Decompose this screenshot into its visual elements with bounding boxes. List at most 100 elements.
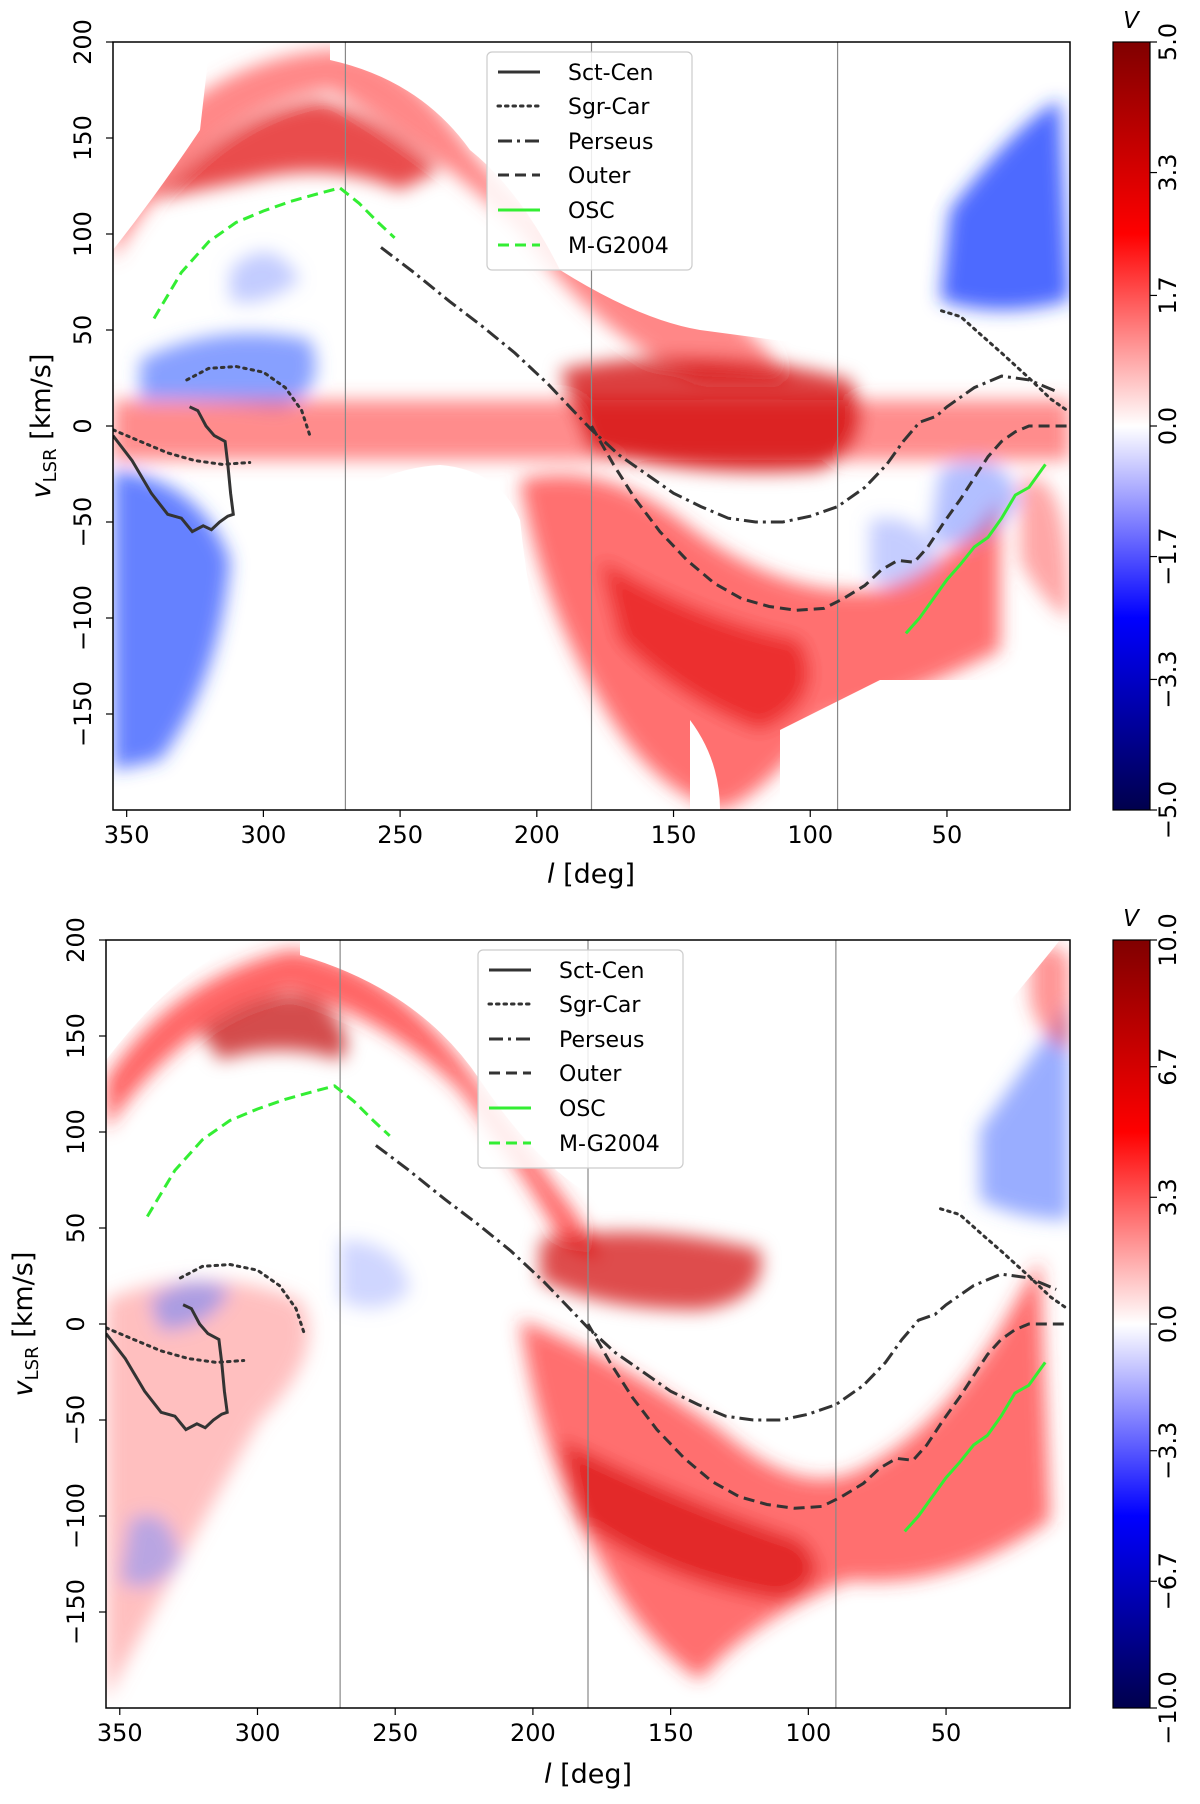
legend-label: M-G2004 <box>559 1132 660 1157</box>
legend-item-outer: Outer <box>498 164 631 189</box>
x-tick-label: 350 <box>97 1719 143 1747</box>
m-g2004-arm-line <box>146 1084 391 1218</box>
colorbar-gradient <box>1112 939 1151 1709</box>
sct-cen-arm-line <box>106 1303 229 1432</box>
osc-arm-line <box>903 1361 1047 1533</box>
y-tick-label: 150 <box>62 1013 90 1059</box>
y-axis-label: vLSR [km/s] <box>26 354 61 499</box>
colorbar-tick: 0.0 <box>1150 1305 1182 1343</box>
y-tick: 100 <box>69 211 113 257</box>
colorbar-tick-label: −5.0 <box>1154 781 1182 839</box>
y-tick: −150 <box>69 681 113 747</box>
y-tick-label: −150 <box>62 1579 90 1645</box>
y-tick: −50 <box>69 497 113 548</box>
legend-item-outer: Outer <box>489 1062 622 1087</box>
perseus-arm-line <box>374 1144 1057 1422</box>
x-tick: 100 <box>785 1708 831 1747</box>
x-tick-label: 100 <box>785 1719 831 1747</box>
colorbar-tick: −1.7 <box>1150 527 1182 586</box>
legend-item-sgr-car: Sgr-Car <box>487 993 641 1018</box>
x-tick-label: 150 <box>648 1719 694 1747</box>
colorbar-tick: −6.7 <box>1150 1552 1182 1610</box>
arm-overlays <box>106 940 1070 1708</box>
colorbar-tick: 3.3 <box>1150 153 1182 192</box>
colorbar-tick-label: 3.3 <box>1154 153 1182 191</box>
x-tick: 150 <box>651 810 697 849</box>
colorbar: V −10.0 −6.7 −3.3 0.0 3.3 6.7 10.0 <box>1112 906 1182 1745</box>
x-tick: 250 <box>377 810 423 849</box>
colorbar-tick: −3.3 <box>1150 650 1182 709</box>
colorbar-tick: 6.7 <box>1150 1048 1182 1086</box>
colorbar-tick-label: 6.7 <box>1154 1048 1182 1086</box>
x-tick: 50 <box>932 810 962 849</box>
legend-item-sct-cen: Sct-Cen <box>498 61 653 86</box>
x-tick: 350 <box>104 810 150 849</box>
x-ticks: 350 300 250 200 150 100 50 <box>97 1708 961 1747</box>
colorbar-tick-label: −1.7 <box>1154 527 1182 585</box>
colorbar-tick: 5.0 <box>1150 23 1182 61</box>
sct-cen-arm-line <box>113 405 235 534</box>
y-tick: 150 <box>62 1013 106 1059</box>
y-tick-label: −100 <box>62 1483 90 1549</box>
y-tick-label: 200 <box>69 19 97 65</box>
legend-item-perseus: Perseus <box>498 130 653 155</box>
y-axis-label: vLSR [km/s] <box>8 1252 43 1397</box>
y-tick: 50 <box>62 1213 106 1243</box>
colorbar-tick: 1.7 <box>1150 276 1182 315</box>
no-data-mask <box>113 42 1070 810</box>
legend: Sct-Cen Sgr-Car Perseus Outer OSC M-G200… <box>486 51 693 271</box>
colorbar-tick: 3.3 <box>1150 1178 1182 1216</box>
colorbar-tick-label: −6.7 <box>1154 1552 1182 1610</box>
colorbar-tick: 0.0 <box>1150 407 1182 445</box>
m-g2004-arm-line <box>152 186 396 320</box>
y-tick-label: −100 <box>69 585 97 651</box>
blue-region-right <box>940 100 1070 310</box>
y-tick-label: 200 <box>62 917 90 963</box>
x-tick: 200 <box>514 810 560 849</box>
x-tick-label: 300 <box>235 1719 281 1747</box>
bottom-panel: 350 300 250 200 150 100 50 −150 −100 −50… <box>8 906 1182 1790</box>
legend-label: M-G2004 <box>568 234 669 259</box>
legend-label: Outer <box>568 164 631 189</box>
legend-item-sct-cen: Sct-Cen <box>489 959 644 984</box>
y-tick-label: 50 <box>69 315 97 346</box>
x-tick-label: 150 <box>651 821 697 849</box>
y-ticks: −150 −100 −50 0 50 100 150 200 <box>69 19 113 747</box>
legend-label: Sgr-Car <box>568 95 650 120</box>
no-data-mask <box>106 940 1070 1708</box>
y-tick-label: 100 <box>69 211 97 257</box>
blue-region-left <box>140 333 316 410</box>
x-tick-label: 250 <box>377 821 423 849</box>
y-tick: 200 <box>62 917 106 963</box>
y-tick-label: −50 <box>69 497 97 548</box>
legend-item-osc: OSC <box>498 199 615 224</box>
top-panel: 350 300 250 200 150 100 50 −150 −100 −50… <box>26 8 1182 890</box>
legend-label: Sct-Cen <box>559 959 644 984</box>
colorbar-tick: −3.3 <box>1150 1422 1182 1480</box>
colorbar: V −5.0 −3.3 −1.7 0.0 1.7 3.3 5.0 <box>1112 8 1182 839</box>
x-tick: 100 <box>787 810 833 849</box>
y-tick: −150 <box>62 1579 106 1645</box>
x-tick: 250 <box>372 1708 418 1747</box>
y-tick: −50 <box>62 1395 106 1445</box>
sgr-car-arm-line <box>106 1207 1069 1364</box>
y-tick: 50 <box>69 315 113 346</box>
colorbar-tick-label: 0.0 <box>1154 1305 1182 1343</box>
x-ticks: 350 300 250 200 150 100 50 <box>104 810 962 849</box>
y-tick-label: 0 <box>69 418 97 433</box>
y-tick: −100 <box>69 585 113 651</box>
legend-item-osc: OSC <box>489 1097 606 1122</box>
legend-label: Sgr-Car <box>559 993 641 1018</box>
colorbar-tick-label: 3.3 <box>1154 1178 1182 1216</box>
y-tick-label: 150 <box>69 115 97 161</box>
emission-lower-band <box>520 1260 1050 1680</box>
colorbar-tick: 10.0 <box>1150 913 1182 967</box>
y-tick: 0 <box>62 1316 106 1332</box>
colorbar-label: V <box>1123 8 1141 34</box>
legend-label: OSC <box>559 1097 606 1122</box>
arm-overlays <box>113 42 1070 810</box>
x-tick: 300 <box>235 1708 281 1747</box>
colorbar-tick: −10.0 <box>1150 1671 1182 1745</box>
x-tick-label: 200 <box>510 1719 556 1747</box>
